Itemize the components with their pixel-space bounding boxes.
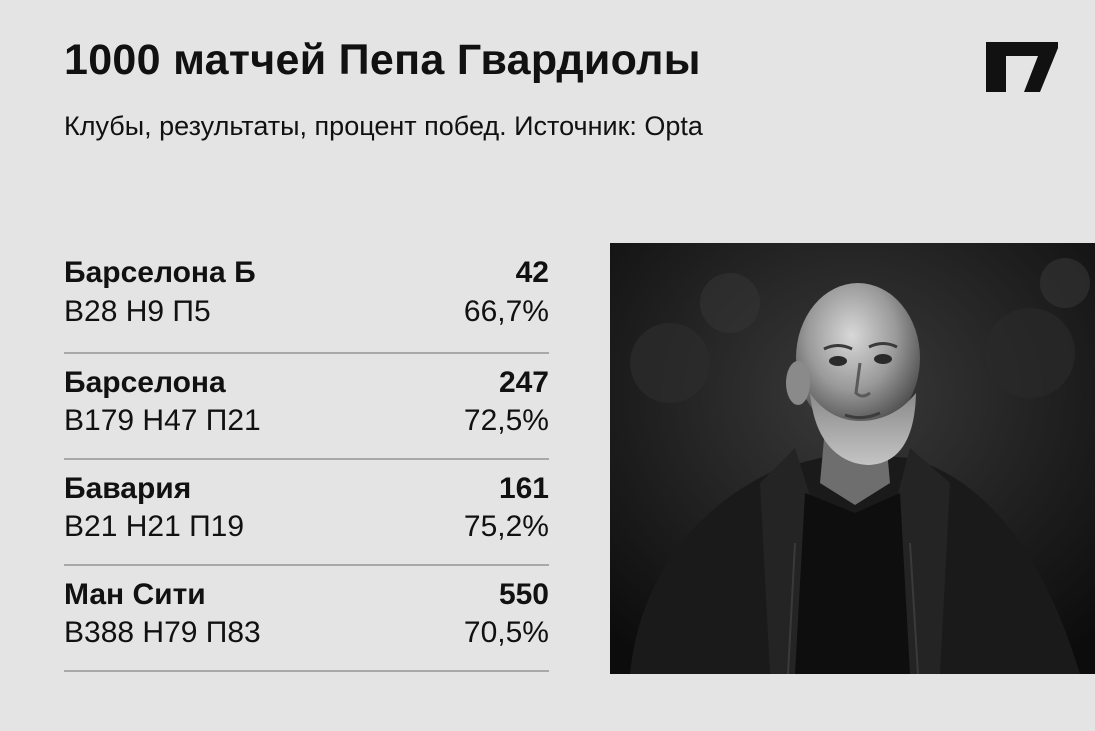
beard <box>810 393 916 465</box>
club-name: Барселона <box>64 366 226 399</box>
club-name: Барселона Б <box>64 256 256 289</box>
club-name: Ман Сити <box>64 578 206 611</box>
brand-logo-icon <box>986 42 1058 92</box>
club-record: В179 Н47 П21 <box>64 404 261 437</box>
club-win-percent: 66,7% <box>463 295 549 328</box>
club-row-bayern: Бавария 161 В21 Н21 П19 75,2% <box>64 460 549 566</box>
coach-portrait-illustration <box>610 243 1095 674</box>
club-win-percent: 72,5% <box>463 404 549 437</box>
club-name: Бавария <box>64 472 192 505</box>
page-subtitle: Клубы, результаты, процент побед. Источн… <box>64 111 703 141</box>
club-row-barcelona: Барселона 247 В179 Н47 П21 72,5% <box>64 354 549 460</box>
club-win-percent: 75,2% <box>463 510 549 543</box>
clubs-list: Барселона Б 42 В28 Н9 П5 66,7% Барселона… <box>64 248 549 672</box>
club-win-percent: 70,5% <box>463 616 549 649</box>
club-matches: 42 <box>515 256 549 289</box>
club-record: В21 Н21 П19 <box>64 510 245 543</box>
club-matches: 550 <box>498 578 549 611</box>
club-matches: 161 <box>498 472 549 505</box>
club-matches: 247 <box>498 366 549 399</box>
club-record: В388 Н79 П83 <box>64 616 261 649</box>
club-row-barcelona-b: Барселона Б 42 В28 Н9 П5 66,7% <box>64 248 549 354</box>
shirt <box>795 493 910 674</box>
coach-photo <box>610 243 1095 674</box>
head <box>796 283 920 433</box>
club-row-man-city: Ман Сити 550 В388 Н79 П83 70,5% <box>64 566 549 672</box>
page-title: 1000 матчей Пепа Гвардиолы <box>64 36 701 84</box>
club-record: В28 Н9 П5 <box>64 295 211 328</box>
